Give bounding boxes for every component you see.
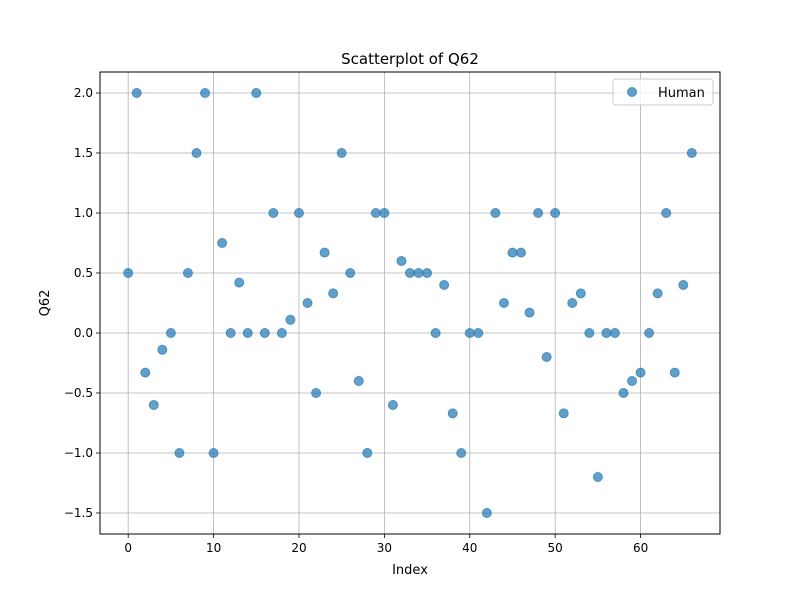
scatter-point (191, 148, 202, 158)
scatter-point (362, 448, 373, 458)
legend-box (612, 78, 714, 106)
scatter-point (370, 208, 381, 218)
scatter-point (550, 208, 561, 218)
y-tick-label: 1.5 (74, 146, 93, 160)
x-axis-label: Index (392, 563, 428, 578)
scatter-point (413, 268, 424, 278)
grid-layer (100, 72, 720, 534)
x-tick-label: 10 (206, 541, 221, 555)
scatter-point (131, 88, 142, 98)
scatter-point (439, 280, 450, 290)
legend-label: Human (658, 86, 705, 101)
scatter-point (592, 472, 603, 482)
scatter-point (533, 208, 544, 218)
plot-area-frame (99, 71, 721, 535)
scatter-point (618, 388, 629, 398)
scatter-point (311, 388, 322, 398)
scatter-point (686, 148, 697, 158)
scatter-point (319, 247, 330, 258)
y-tick-label: 2.0 (74, 86, 93, 100)
legend: Human (612, 78, 714, 106)
scatter-point (473, 328, 484, 338)
x-tick-label: 60 (633, 541, 648, 555)
scatter-point (507, 247, 518, 258)
scatter-point (405, 268, 415, 278)
scatter-point (251, 88, 262, 98)
scatter-point (456, 448, 467, 458)
x-tick-label: 20 (291, 541, 306, 555)
scatter-point (157, 344, 168, 355)
scatter-point (635, 367, 646, 378)
scatter-point (498, 298, 509, 308)
scatter-point (567, 298, 578, 308)
scatter-point (268, 208, 279, 218)
x-tick-label: 50 (548, 541, 563, 555)
scatter-point (558, 408, 569, 419)
y-tick-label: −1.5 (64, 506, 93, 520)
scatter-point (165, 328, 176, 338)
scatter-point (123, 268, 134, 278)
x-tick-label: 0 (124, 541, 132, 555)
scatter-point (293, 208, 304, 218)
scatter-point (302, 298, 313, 308)
scatter-point (259, 328, 270, 338)
scatter-point (541, 352, 552, 362)
scatter-point (524, 307, 535, 318)
scatter-point (328, 288, 339, 299)
y-tick-label: −0.5 (64, 386, 93, 400)
scatter-point (447, 408, 458, 419)
scatter-point (140, 367, 151, 378)
scatter-point (644, 328, 655, 338)
y-tick-label: −1.0 (64, 446, 93, 460)
scatter-point (387, 400, 398, 410)
scatter-point (345, 268, 356, 278)
scatter-point (481, 508, 492, 518)
scatter-point (396, 256, 407, 266)
scatter-point (242, 328, 253, 338)
scatter-point (430, 328, 441, 338)
ticks-layer: 0 10 20 30 40 50 60 −1.5 −1.0 −0.5 0.0 0.5 1.0 1.5 2.0 (64, 86, 648, 555)
legend-marker (627, 87, 637, 97)
scatter-point (336, 148, 347, 158)
x-tick-label: 40 (462, 541, 477, 555)
chart-title: Scatterplot of Q62 (341, 50, 479, 68)
scatter-point (234, 277, 245, 288)
scatter-point (379, 208, 390, 218)
scatter-point (353, 376, 364, 386)
scatter-point (225, 328, 236, 338)
scatter-point (490, 208, 501, 218)
scatter-point (575, 288, 586, 299)
scatter-point (584, 328, 595, 338)
scatter-point (182, 268, 193, 278)
scatter-point (200, 88, 211, 98)
scatter-point (678, 280, 689, 290)
scatter-point (217, 238, 228, 248)
y-tick-label: 1.0 (74, 206, 93, 220)
scatter-point (601, 328, 612, 338)
scatter-point (627, 376, 638, 386)
scatter-point (208, 448, 219, 458)
scatter-point (276, 328, 287, 338)
y-tick-label: 0.0 (74, 326, 93, 340)
scatter-point (148, 400, 159, 410)
scatter-point (652, 288, 663, 299)
scatter-point (661, 208, 672, 218)
x-tick-label: 30 (377, 541, 392, 555)
scatter-point (609, 328, 620, 338)
scatter-point (174, 448, 185, 458)
points-layer (123, 88, 697, 518)
scatter-point (669, 367, 680, 378)
scatter-point (516, 247, 527, 258)
scatter-point (422, 268, 433, 278)
y-axis-label: Q62 (38, 290, 53, 317)
y-tick-label: 0.5 (74, 266, 93, 280)
scatter-point (285, 314, 296, 325)
scatter-point (464, 328, 475, 338)
